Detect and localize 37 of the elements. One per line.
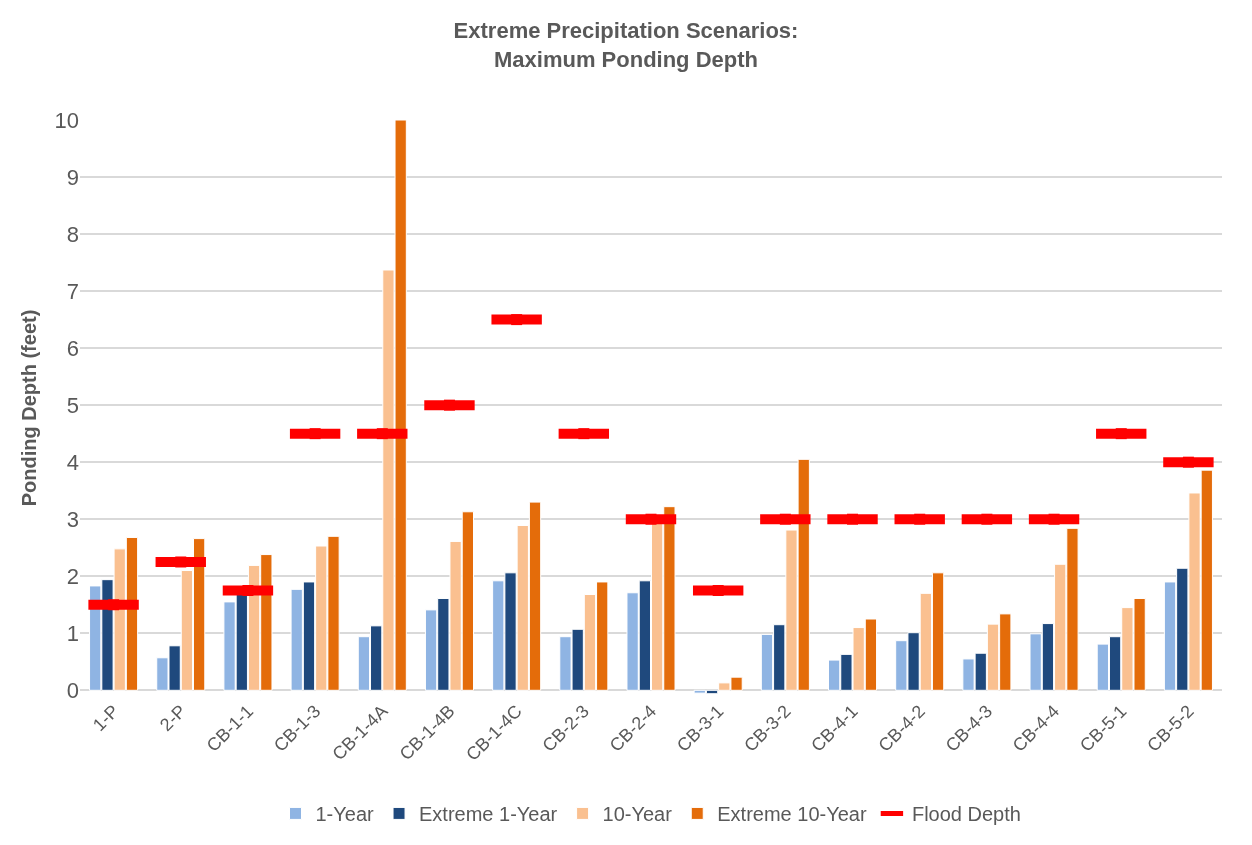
legend-label: Extreme 10-Year (717, 803, 867, 826)
point (376, 428, 388, 440)
point (1182, 456, 1194, 468)
legend-label: Flood Depth (911, 803, 1021, 826)
legend-label: Extreme 1-Year (419, 803, 558, 826)
point (779, 513, 791, 525)
y-tick-label: 2 (66, 563, 79, 589)
y-tick-label: 6 (66, 335, 79, 361)
y-tick-label: 10 (54, 107, 79, 133)
y-tick-label: 3 (66, 506, 79, 532)
point (1048, 513, 1060, 525)
point (645, 513, 657, 525)
point (175, 556, 187, 568)
y-tick-label: 0 (66, 678, 79, 703)
y-tick-label: 8 (66, 221, 79, 247)
y-tick-label: 7 (66, 278, 79, 304)
point (578, 428, 590, 440)
point (847, 513, 859, 525)
y-tick-label: 9 (66, 164, 79, 190)
y-tick-label: 5 (66, 392, 79, 418)
y-tick-label: 4 (66, 449, 79, 475)
point (108, 599, 120, 611)
legend-label: 10-Year (602, 803, 673, 826)
point (1115, 428, 1127, 440)
point (981, 513, 993, 525)
point (914, 513, 926, 525)
legend-label: 1-Year (315, 803, 375, 826)
point (511, 314, 523, 326)
point (712, 585, 724, 596)
y-axis-title: Ponding Depth (feet) (18, 309, 41, 507)
point (443, 399, 455, 411)
x-tick-label: 1-P (88, 701, 123, 735)
x-tick-label: 2-P (156, 701, 190, 735)
y-tick-label: 1 (66, 620, 79, 646)
chart-title: Extreme Precipitation Scenarios: Maximum Ponding Depth (453, 18, 799, 72)
point (309, 428, 321, 440)
point (242, 585, 254, 596)
